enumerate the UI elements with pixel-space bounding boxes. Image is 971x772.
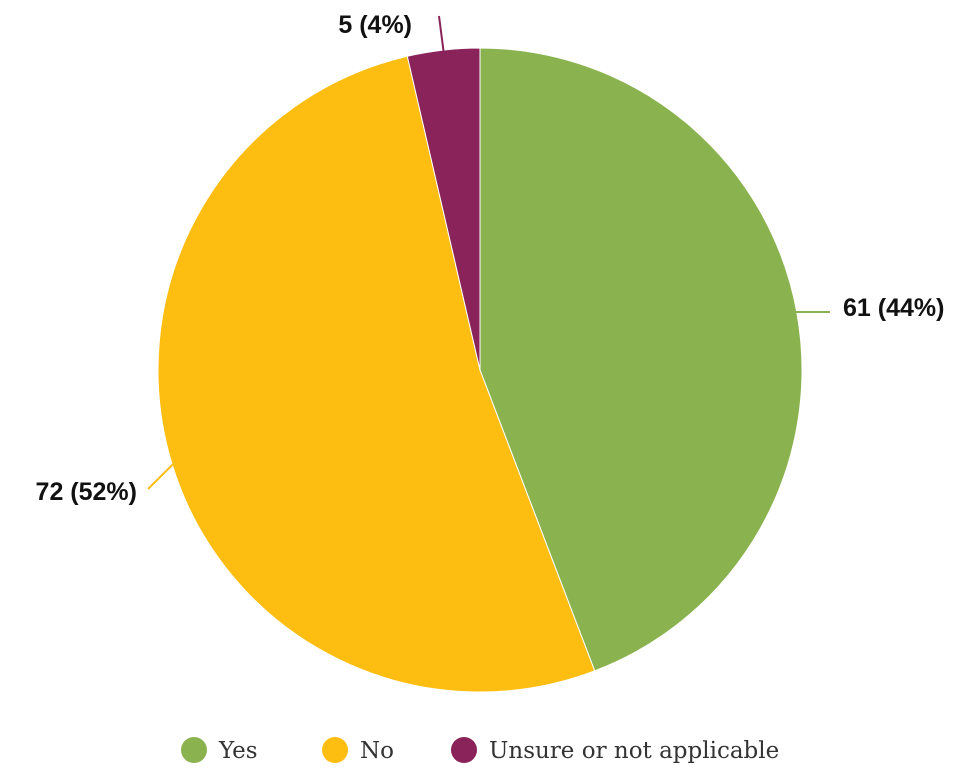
data-labels: 61 (44%) 72 (52%) 5 (4%) (36, 11, 945, 506)
legend-swatch-unsure-or-not-applicable (451, 737, 477, 763)
legend-item-unsure-or-not-applicable: Unsure or not applicable (451, 737, 779, 764)
leader-line-unsure-or-not-applicable (438, 15, 445, 53)
pie-slices (157, 47, 803, 693)
data-label-yes: 61 (44%) (843, 294, 944, 322)
legend-item-no: No (322, 737, 394, 764)
leader-line-no (147, 462, 175, 490)
legend-label-no: No (360, 738, 394, 764)
legend-label-yes: Yes (218, 738, 258, 764)
legend-swatch-yes (181, 737, 207, 763)
legend-swatch-no (322, 737, 348, 763)
legend-label-unsure-or-not-applicable: Unsure or not applicable (489, 738, 779, 764)
label-leader-lines (147, 15, 831, 490)
data-label-unsure-or-not-applicable: 5 (4%) (338, 11, 412, 39)
data-label-no: 72 (52%) (36, 478, 137, 506)
legend: Yes No Unsure or not applicable (181, 737, 779, 764)
legend-item-yes: Yes (181, 737, 258, 764)
